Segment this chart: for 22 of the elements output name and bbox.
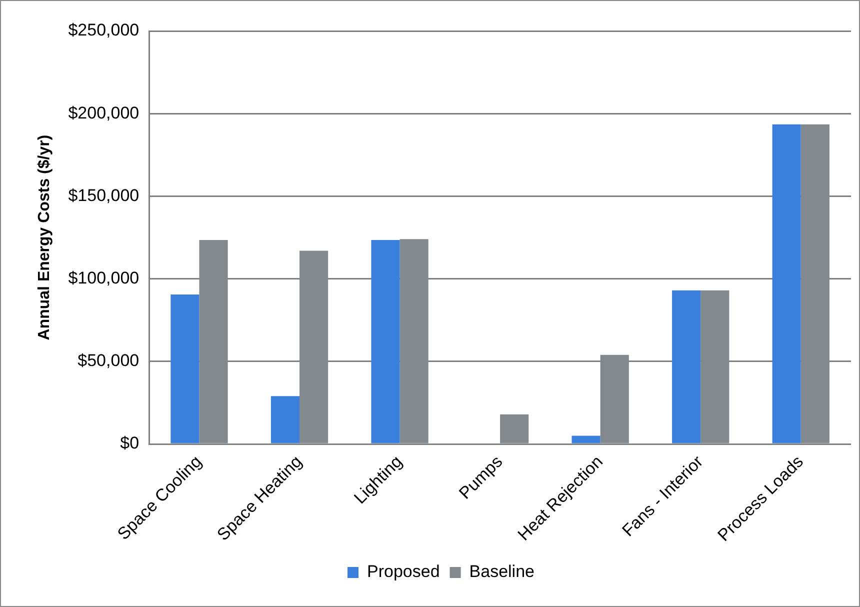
bar bbox=[371, 240, 400, 444]
bar bbox=[800, 124, 830, 444]
y-tick-label: $50,000 bbox=[78, 351, 140, 370]
bar bbox=[170, 294, 200, 444]
bar bbox=[300, 250, 328, 444]
y-tick-label: $0 bbox=[120, 434, 140, 453]
bar bbox=[199, 240, 228, 444]
y-tick-label: $250,000 bbox=[68, 20, 140, 40]
bar bbox=[572, 436, 600, 444]
bar bbox=[270, 396, 300, 444]
bar bbox=[772, 124, 801, 444]
legend-label: Proposed bbox=[367, 562, 440, 582]
bar bbox=[700, 290, 730, 444]
y-tick-label: $100,000 bbox=[68, 268, 140, 288]
bar bbox=[400, 239, 428, 444]
y-axis-title: Annual Energy Costs ($/yr) bbox=[36, 134, 54, 340]
legend-label: Baseline bbox=[469, 562, 534, 582]
bar bbox=[600, 354, 629, 444]
y-tick-label: $200,000 bbox=[68, 103, 140, 122]
bar bbox=[672, 290, 701, 444]
y-tick-label: $150,000 bbox=[68, 186, 140, 205]
bar bbox=[500, 414, 529, 444]
